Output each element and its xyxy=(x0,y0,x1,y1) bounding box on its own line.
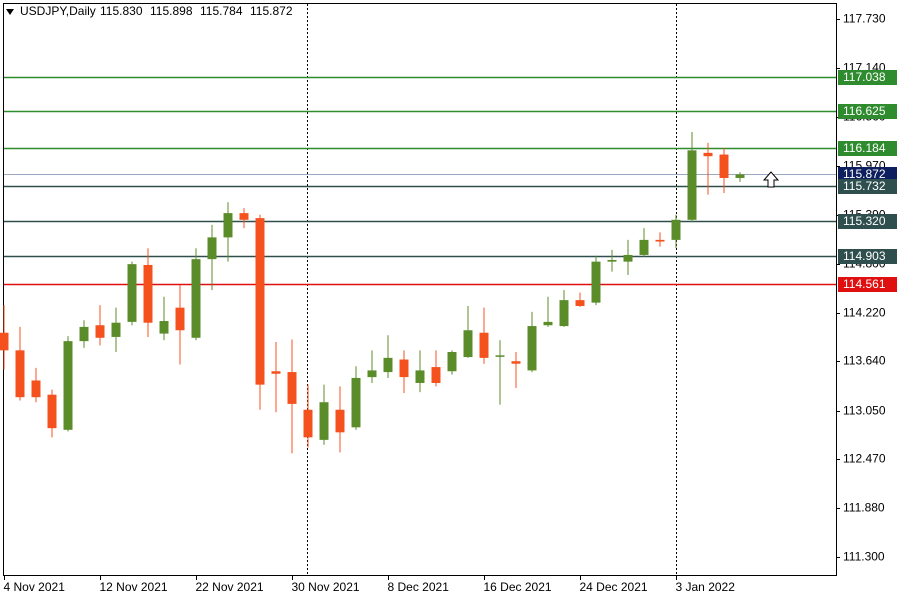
candle-body xyxy=(575,300,585,306)
levels xyxy=(4,76,836,286)
candle-body xyxy=(607,259,617,262)
level-label: 114.903 xyxy=(843,249,886,263)
candle-body xyxy=(303,409,313,438)
level-label: 115.732 xyxy=(843,179,886,193)
candle-body xyxy=(191,259,201,338)
candle-body xyxy=(239,213,249,220)
x-tick-label: 24 Dec 2021 xyxy=(580,580,648,594)
quote-open: 115.830 xyxy=(100,4,143,18)
level-label-bg xyxy=(838,141,897,156)
y-tick-label: 117.730 xyxy=(843,12,886,26)
y-tick-label: 113.050 xyxy=(843,404,886,418)
candle-body xyxy=(271,371,281,374)
candle-body xyxy=(527,326,537,371)
level-label: 117.038 xyxy=(843,70,886,84)
x-tick-label: 12 Nov 2021 xyxy=(100,580,168,594)
candle-body xyxy=(15,350,25,398)
candle-body xyxy=(127,264,137,322)
chart-title: USDJPY,Daily xyxy=(20,4,96,18)
y-tick-label: 112.470 xyxy=(843,452,886,466)
axes: 117.730117.140116.560115.970115.390114.8… xyxy=(4,12,886,595)
arrow-icon xyxy=(762,171,780,188)
candle-body xyxy=(223,213,233,238)
candle-body xyxy=(63,341,73,430)
candle-body xyxy=(0,332,9,351)
candle-body xyxy=(623,254,633,262)
candle-body xyxy=(559,300,569,327)
plot-frame xyxy=(3,3,837,576)
menu-triangle xyxy=(6,9,14,15)
x-tick-label: 8 Dec 2021 xyxy=(388,580,450,594)
x-tick-label: 16 Dec 2021 xyxy=(484,580,552,594)
candle-body xyxy=(479,332,489,358)
candle-body xyxy=(639,239,649,255)
candle-body xyxy=(47,394,57,429)
quote-high: 115.898 xyxy=(150,4,193,18)
level-label: 114.561 xyxy=(843,277,886,291)
candle-body xyxy=(495,355,505,357)
candle-body xyxy=(319,402,329,440)
candle-body xyxy=(159,321,169,334)
level-label-bg xyxy=(838,167,897,182)
candle-body xyxy=(31,380,41,398)
candle-body xyxy=(207,237,217,260)
candle-body xyxy=(175,307,185,331)
x-tick-label: 22 Nov 2021 xyxy=(196,580,264,594)
x-tick-label: 3 Jan 2022 xyxy=(676,580,736,594)
candle-body xyxy=(543,321,553,326)
y-tick-label: 111.300 xyxy=(843,550,885,564)
level-label-bg xyxy=(838,249,897,264)
level-label: 115.872 xyxy=(843,167,886,181)
candle-body xyxy=(447,352,457,372)
candle-body xyxy=(703,152,713,157)
quote-low: 115.784 xyxy=(200,4,243,18)
level-label-bg xyxy=(838,214,897,229)
level-label-bg xyxy=(838,179,897,194)
candle-body xyxy=(367,370,377,378)
y-tick-label: 113.640 xyxy=(843,354,886,368)
candle-body xyxy=(655,239,665,242)
candle-body xyxy=(335,409,345,433)
level-label: 116.625 xyxy=(843,104,886,118)
level-label-bg xyxy=(838,277,897,292)
level-label-bg xyxy=(838,70,897,85)
x-tick-label: 30 Nov 2021 xyxy=(292,580,360,594)
candle-body xyxy=(431,367,441,383)
candle-body xyxy=(719,154,729,178)
candles xyxy=(0,131,745,454)
level-label-bg xyxy=(838,104,897,119)
candle-body xyxy=(735,174,745,178)
x-tick-label: 4 Nov 2021 xyxy=(4,580,66,594)
candle-body xyxy=(463,330,473,358)
candle-body xyxy=(287,372,297,404)
level-label: 116.184 xyxy=(843,141,886,155)
y-tick-label: 111.880 xyxy=(843,501,885,515)
candle-body xyxy=(351,377,361,428)
y-tick-label: 114.220 xyxy=(843,306,886,320)
candle-body xyxy=(79,326,89,342)
candle-body xyxy=(143,264,153,323)
candle-body xyxy=(255,218,265,385)
candle-body xyxy=(687,150,697,220)
quote-close: 115.872 xyxy=(250,4,293,18)
candle-body xyxy=(671,219,681,240)
level-label: 115.320 xyxy=(843,214,886,228)
candle-body xyxy=(591,261,601,303)
candle-body xyxy=(415,370,425,383)
candle-body xyxy=(111,322,121,337)
candle-body xyxy=(383,357,393,373)
candle-body xyxy=(95,325,105,338)
candle-body xyxy=(399,359,409,378)
candle-body xyxy=(511,361,521,364)
